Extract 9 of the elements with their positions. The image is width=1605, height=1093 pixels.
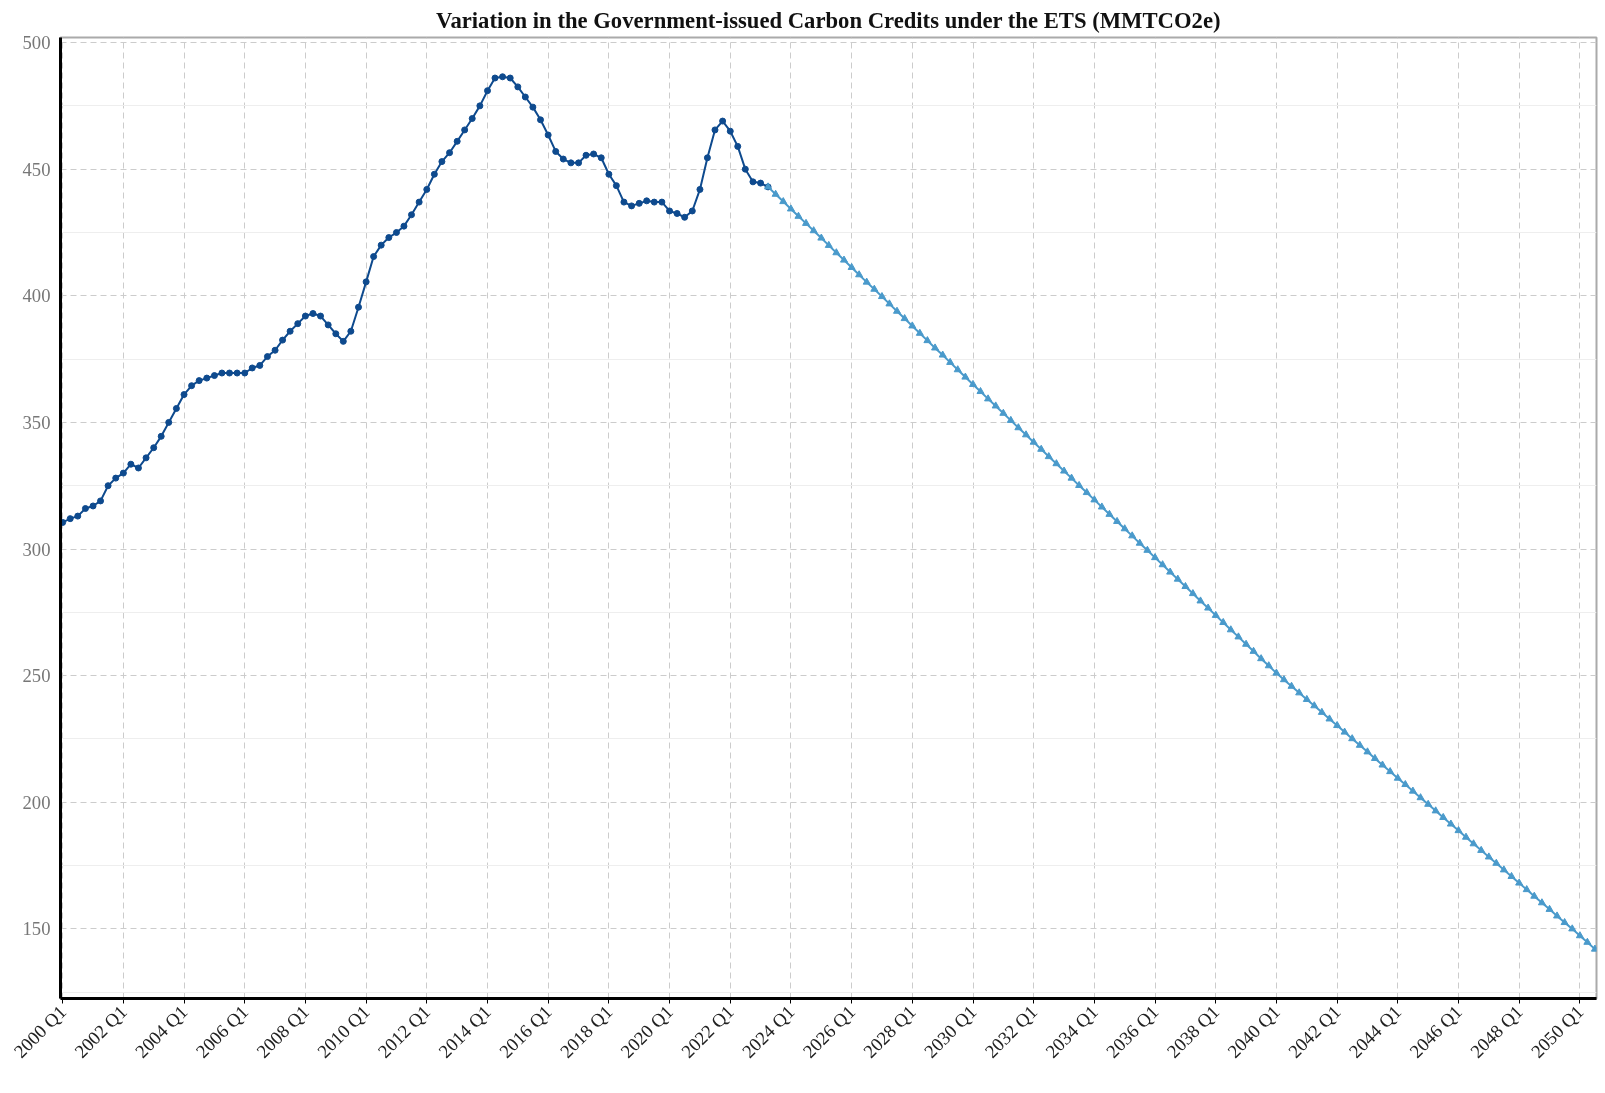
y-tick-label: 500 xyxy=(22,32,51,54)
y-tick-label: 350 xyxy=(22,411,51,433)
y-tick-label: 450 xyxy=(22,158,51,180)
y-tick-label: 150 xyxy=(22,918,51,940)
y-tick-label: 300 xyxy=(22,538,51,560)
y-tick-label: 250 xyxy=(22,665,51,687)
chart-title: Variation in the Government-issued Carbon Credits under the ETS (MMTCO2e) xyxy=(436,7,1221,33)
y-tick-label: 200 xyxy=(22,791,51,813)
y-tick-label: 400 xyxy=(22,285,51,307)
